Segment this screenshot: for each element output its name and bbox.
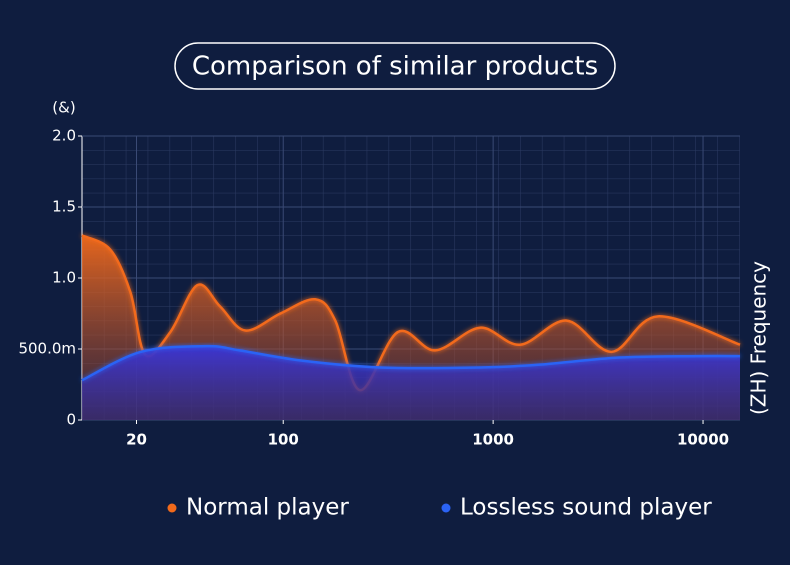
y-axis-label: (&) xyxy=(52,99,75,117)
title-box xyxy=(174,42,616,90)
x-tick-label: 1000 xyxy=(472,431,514,449)
y-tick-label: 1.0 xyxy=(52,269,76,287)
y-tick-label: 500.0m xyxy=(18,340,76,358)
y-tick-label: 0 xyxy=(66,411,76,429)
x-tick-label: 100 xyxy=(268,431,299,449)
y-tick-label: 1.5 xyxy=(52,198,76,216)
x-axis-label: (ZH) Frequency xyxy=(747,261,771,415)
legend-marker xyxy=(441,503,451,513)
chart-title: Comparison of similar products xyxy=(192,52,598,82)
legend-label: Lossless sound player xyxy=(460,495,712,521)
area xyxy=(82,346,740,420)
x-tick-label: 10000 xyxy=(677,431,729,449)
legend-label: Normal player xyxy=(186,495,349,521)
y-tick-label: 2.0 xyxy=(52,127,76,145)
x-tick-label: 20 xyxy=(126,431,147,449)
line xyxy=(81,344,741,382)
legend-marker xyxy=(167,503,177,513)
